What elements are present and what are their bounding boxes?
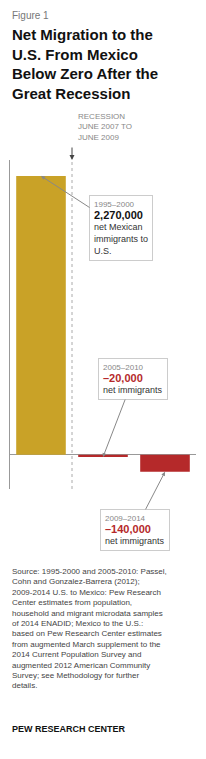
svg-text:Source: 1995-2000 and 2005-201: Source: 1995-2000 and 2005-2010: Passel,… — [12, 567, 167, 690]
svg-text:Net Migration to theU.S. From: Net Migration to theU.S. From MexicoBelo… — [12, 26, 158, 102]
svg-text:1995–20002,270,000net Mexicani: 1995–20002,270,000net Mexicanimmigrants … — [94, 200, 148, 256]
svg-text:2009–2014–140,000net immigrant: 2009–2014–140,000net immigrants — [105, 514, 165, 546]
svg-text:2005–2010–20,000net immigrants: 2005–2010–20,000net immigrants — [103, 363, 163, 395]
svg-text:PEW RESEARCH CENTER: PEW RESEARCH CENTER — [12, 724, 126, 734]
svg-text:Figure 1: Figure 1 — [12, 10, 49, 21]
svg-text:RECESSIONJUNE 2007 TOJUNE 2009: RECESSIONJUNE 2007 TOJUNE 2009 — [78, 112, 132, 142]
